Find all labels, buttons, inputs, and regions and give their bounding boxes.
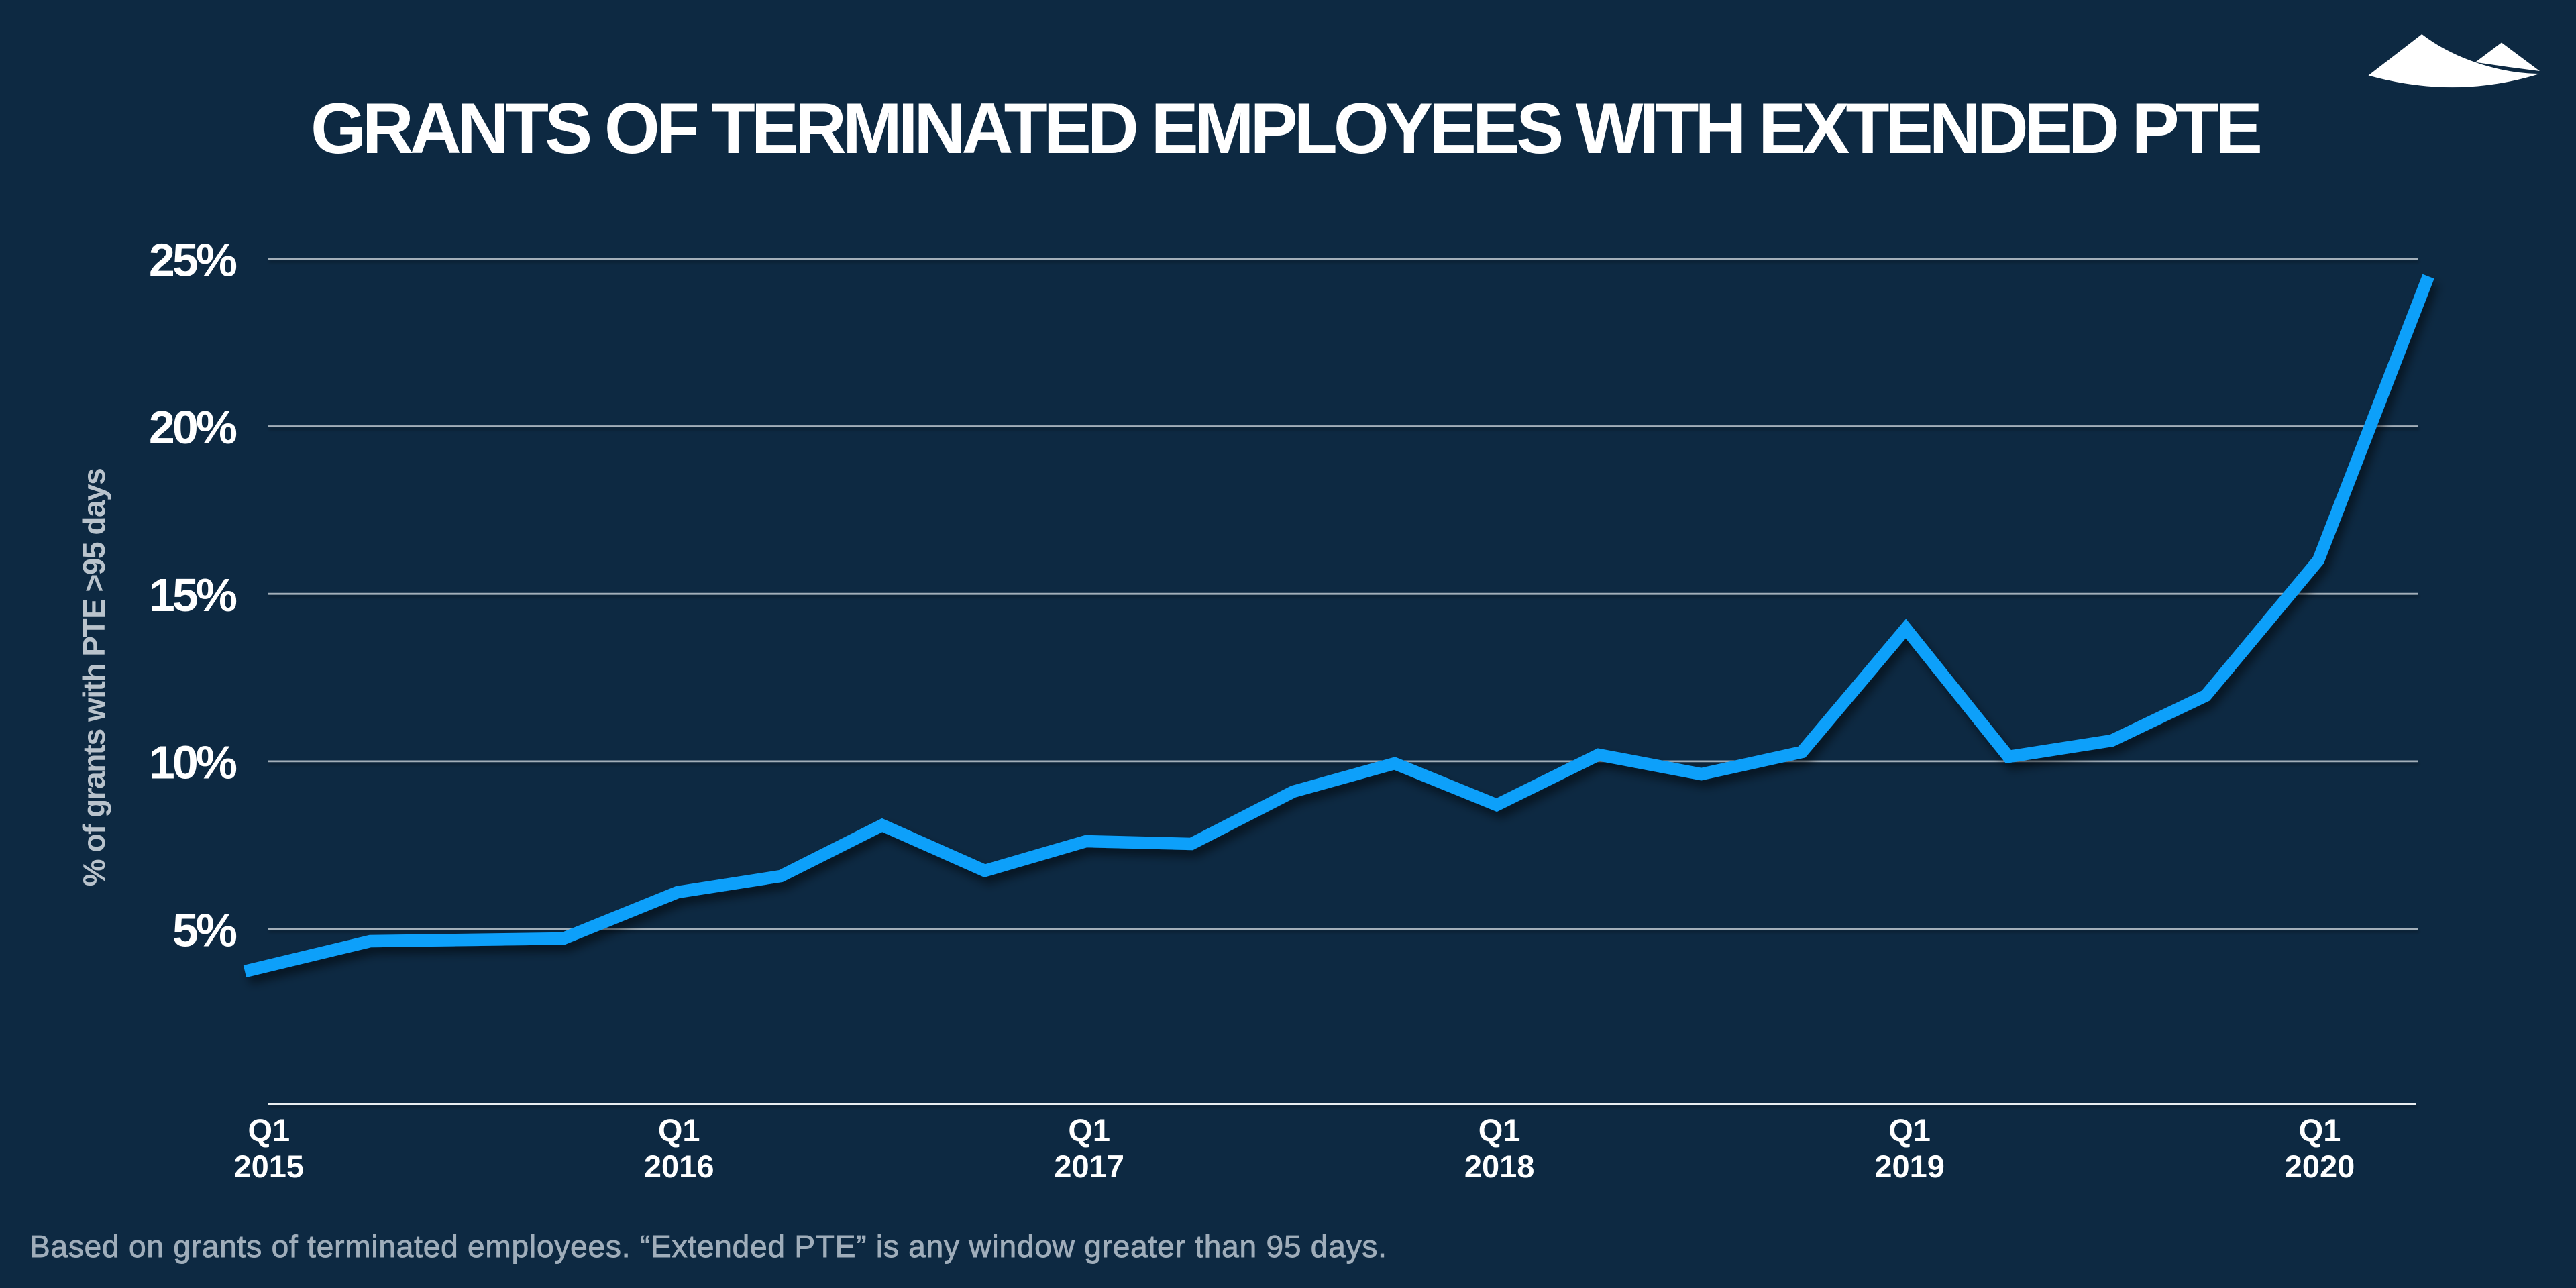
svg-text:Q1: Q1 <box>2299 1112 2341 1148</box>
svg-text:2017: 2017 <box>1054 1148 1124 1184</box>
svg-text:2018: 2018 <box>1464 1148 1535 1184</box>
svg-text:25%: 25% <box>149 234 237 286</box>
svg-text:10%: 10% <box>149 737 237 789</box>
svg-text:Q1: Q1 <box>1068 1112 1110 1148</box>
svg-text:Q1: Q1 <box>1888 1112 1931 1148</box>
svg-text:2020: 2020 <box>2285 1148 2355 1184</box>
svg-text:GRANTS OF TERMINATED EMPLOYEES: GRANTS OF TERMINATED EMPLOYEES WITH EXTE… <box>311 89 2260 168</box>
svg-text:% of grants with PTE >95 days: % of grants with PTE >95 days <box>76 469 111 886</box>
svg-text:Based on grants of terminated: Based on grants of terminated employees.… <box>30 1229 1387 1264</box>
svg-text:Q1: Q1 <box>658 1112 700 1148</box>
svg-text:Q1: Q1 <box>1479 1112 1521 1148</box>
svg-text:Q1: Q1 <box>248 1112 290 1148</box>
svg-text:15%: 15% <box>149 569 237 621</box>
svg-text:2015: 2015 <box>234 1148 305 1184</box>
svg-text:20%: 20% <box>149 401 237 453</box>
svg-text:2016: 2016 <box>644 1148 714 1184</box>
svg-text:5%: 5% <box>172 904 237 956</box>
svg-text:2019: 2019 <box>1874 1148 1945 1184</box>
